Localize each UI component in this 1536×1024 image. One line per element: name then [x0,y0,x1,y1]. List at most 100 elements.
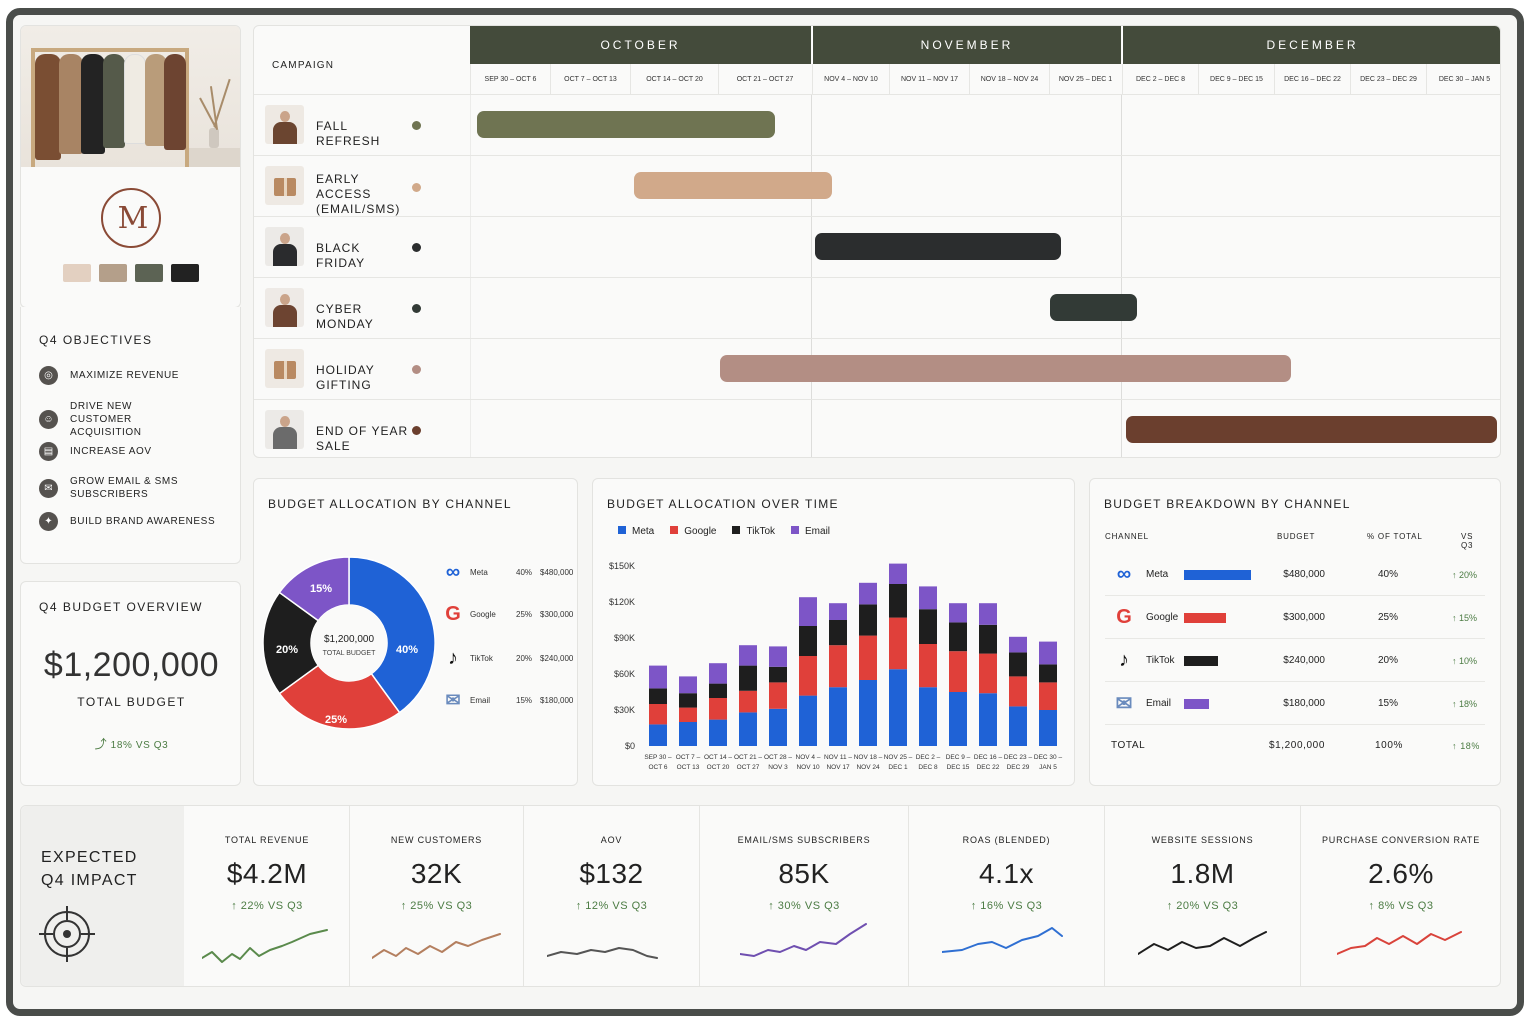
campaign-bar[interactable] [634,172,832,199]
model-thumbnail [265,227,304,266]
campaign-row[interactable]: BLACK FRIDAY [254,216,1500,277]
channel-pct: 15% [1378,698,1399,709]
channel-pct: 40% [1378,569,1399,580]
legend-item-tiktok: TikTok [732,526,775,537]
slice-label-email: 15% [310,583,332,595]
x-tick-label: OCT 13 [677,764,700,771]
channel-pct: 25% [1378,612,1399,623]
bar-segment-meta [979,693,997,746]
gift-box-thumbnail [265,349,304,388]
kpi-title: WEBSITE SESSIONS [1151,835,1254,845]
legend-item-meta: Meta [618,526,654,537]
month-december: DECEMBER [1122,26,1500,64]
objectives-card: Q4 OBJECTIVES ◎ MAXIMIZE REVENUE ☺ DRIVE… [20,307,241,564]
month-october: OCTOBER [470,26,811,64]
bar-segment-tiktok [799,626,817,656]
brand-swatches [63,264,199,282]
kpi-card: NEW CUSTOMERS 32K ↑ 25% VS Q3 [349,806,523,986]
breakdown-row: ♪ TikTok $240,000 20% ↑ 10% [1105,639,1485,682]
impact-title: EXPECTED Q4 IMPACT [41,849,138,889]
bar-segment-email [1039,641,1057,665]
campaign-row[interactable]: HOLIDAY GIFTING [254,338,1500,399]
bar-segment-meta [859,680,877,746]
campaign-row[interactable]: FALL REFRESH [254,94,1500,155]
bar-segment-google [679,707,697,722]
target-icon: ◎ [39,366,58,385]
bar-segment-tiktok [949,622,967,652]
x-tick-label: OCT 6 [648,764,667,771]
kpi-title: TOTAL REVENUE [224,835,310,845]
channel-budget: $300,000 [1283,612,1325,623]
kpi-sparkline [202,929,328,963]
x-tick-label: NOV 24 [856,764,880,771]
channel-budget: $180,000 [1283,698,1325,709]
bar-segment-email [1009,636,1027,653]
bar-segment-email [919,586,937,610]
x-tick-label: DEC 16 – [974,754,1003,761]
x-tick-label: JAN 5 [1039,764,1057,771]
budget-breakdown-card: BUDGET BREAKDOWN BY CHANNEL CHANNEL BUDG… [1089,478,1501,786]
meta-icon: ∞ [445,560,461,583]
google-icon: G [445,602,461,625]
x-tick-label: NOV 11 – [824,754,852,761]
y-tick-label: $30K [614,705,635,715]
campaign-bar[interactable] [815,233,1061,260]
kpi-value: $4.2M [226,858,308,889]
bar-segment-meta [949,692,967,746]
x-tick-label: DEC 30 – [1034,754,1063,761]
campaign-row[interactable]: END OF YEAR SALE [254,399,1500,457]
arrow-up-icon: ↑ [231,900,241,912]
breakdown-row: ∞ Meta $480,000 40% ↑ 20% [1105,553,1485,596]
bar-segment-google [769,682,787,709]
x-tick-label: DEC 8 [918,764,938,771]
week-label: NOV 11 – NOV 17 [889,64,969,94]
swatch-3 [135,264,163,282]
arrow-up-icon: ↑ [1452,740,1461,751]
campaign-row[interactable]: EARLY ACCESS (EMAIL/SMS) [254,155,1500,216]
bar-segment-tiktok [829,620,847,646]
slice-label-meta: 40% [396,644,418,656]
arrow-up-icon: ↑ [970,900,981,912]
channel-vs-q3: ↑ 10% [1452,655,1478,666]
objective-item: ✦ BUILD BRAND AWARENESS [39,512,239,531]
campaign-bar[interactable] [477,111,775,138]
campaign-bar[interactable] [720,355,1291,382]
bar-segment-meta [889,669,907,746]
channel-name: Meta [1146,569,1169,580]
donut-chart: $1,200,000 TOTAL BUDGET 40% 25% 20% 15% [262,556,436,730]
swatch-4 [171,264,199,282]
kpi-title: AOV [600,835,623,845]
arrow-up-icon: ↑ [575,900,586,912]
impact-label-block: EXPECTED Q4 IMPACT [21,806,184,986]
x-tick-label: DEC 1 [888,764,908,771]
bar-segment-tiktok [919,609,937,644]
campaign-gantt: CAMPAIGN OCTOBER NOVEMBER DECEMBER SEP 3… [253,25,1501,458]
month-november: NOVEMBER [812,26,1121,64]
x-tick-label: DEC 15 [947,764,970,771]
objective-item: ◎ MAXIMIZE REVENUE [39,366,239,385]
bar-segment-email [739,645,757,666]
kpi-value: 32K [410,858,463,889]
bar-segment-tiktok [859,604,877,636]
bar-segment-meta [1009,706,1027,746]
campaign-bar[interactable] [1050,294,1137,321]
kpi-value: 2.6% [1368,858,1434,889]
kpi-change: ↑ 25% VS Q3 [400,900,473,912]
y-tick-label: $120K [609,597,635,607]
campaign-bar[interactable] [1126,416,1497,443]
kpi-sparkline [1336,931,1462,955]
arrow-up-icon: ↑ [400,900,411,912]
week-label: DEC 9 – DEC 15 [1198,64,1274,94]
bar-segment-email [769,646,787,667]
bar-segment-meta [739,712,757,746]
bar-segment-email [859,582,877,605]
bar-segment-google [1039,682,1057,710]
wardrobe-photo [21,26,240,167]
channel-share-bar [1184,612,1226,623]
legend-email: ✉ Email 15% $180,000 [442,689,573,711]
campaign-name: EARLY ACCESS (EMAIL/SMS) [316,172,401,216]
kpi-title: EMAIL/SMS SUBSCRIBERS [737,835,871,845]
campaign-row[interactable]: CYBER MONDAY [254,277,1500,338]
week-label: OCT 14 – OCT 20 [630,64,718,94]
model-thumbnail [265,105,304,144]
